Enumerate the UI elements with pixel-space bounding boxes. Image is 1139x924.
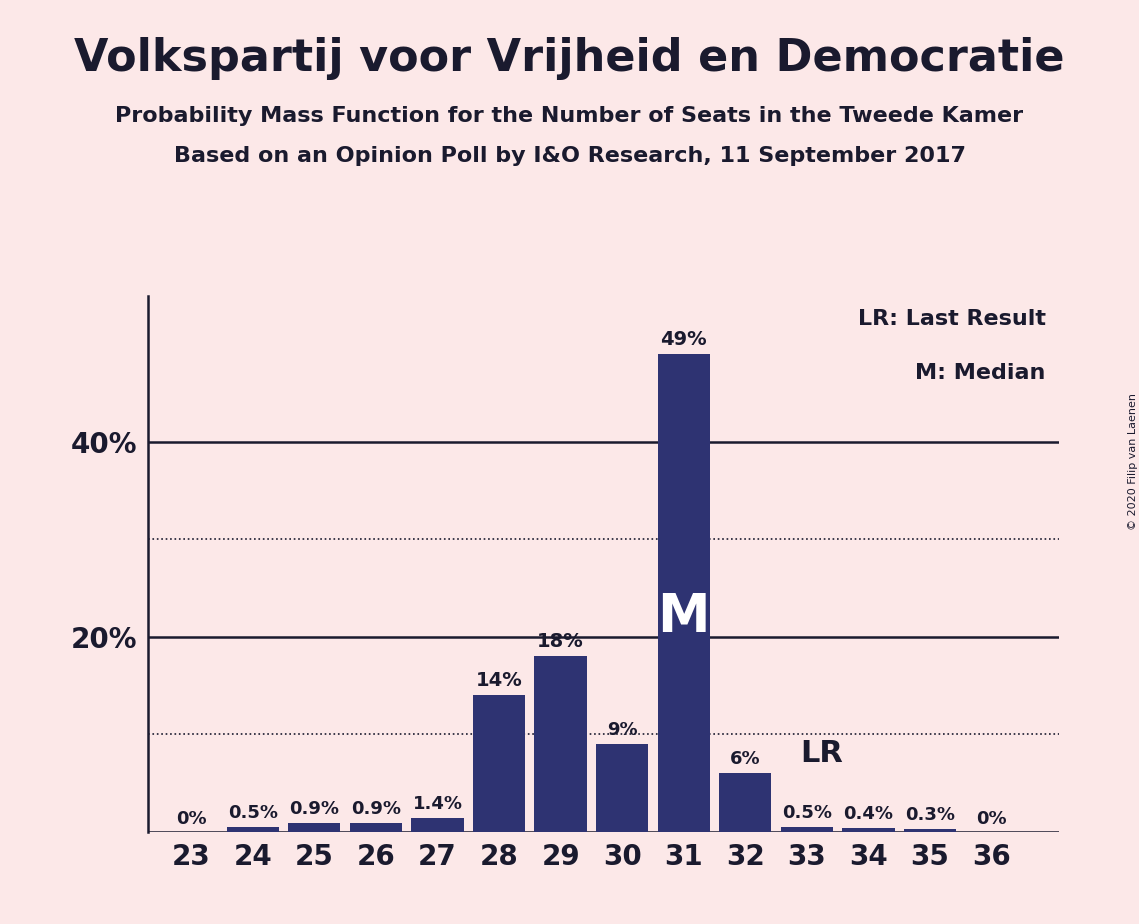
Text: © 2020 Filip van Laenen: © 2020 Filip van Laenen [1129, 394, 1138, 530]
Bar [596, 744, 648, 832]
Text: 14%: 14% [476, 672, 523, 690]
Text: 18%: 18% [538, 632, 584, 651]
Text: 0.5%: 0.5% [781, 804, 831, 821]
Text: 1.4%: 1.4% [412, 795, 462, 813]
Text: 49%: 49% [661, 330, 707, 349]
Text: M: Median: M: Median [916, 363, 1046, 383]
Bar [288, 823, 341, 832]
Text: Volkspartij voor Vrijheid en Democratie: Volkspartij voor Vrijheid en Democratie [74, 37, 1065, 80]
Text: Probability Mass Function for the Number of Seats in the Tweede Kamer: Probability Mass Function for the Number… [115, 106, 1024, 127]
Bar [842, 828, 894, 832]
Bar [534, 656, 587, 832]
Bar [473, 695, 525, 832]
Text: LR: LR [801, 739, 844, 768]
Bar [227, 827, 279, 832]
Text: 0.9%: 0.9% [289, 800, 339, 818]
Text: 0.3%: 0.3% [906, 806, 954, 824]
Text: 6%: 6% [730, 750, 761, 768]
Bar [780, 827, 833, 832]
Text: Based on an Opinion Poll by I&O Research, 11 September 2017: Based on an Opinion Poll by I&O Research… [173, 146, 966, 166]
Bar [904, 829, 956, 832]
Text: 0.9%: 0.9% [351, 800, 401, 818]
Text: 0%: 0% [175, 809, 206, 828]
Text: LR: Last Result: LR: Last Result [858, 310, 1046, 329]
Bar [719, 773, 771, 832]
Text: M: M [657, 590, 710, 643]
Text: 9%: 9% [607, 721, 638, 739]
Bar [350, 823, 402, 832]
Bar [657, 354, 710, 832]
Text: 0%: 0% [976, 809, 1007, 828]
Text: 0.5%: 0.5% [228, 804, 278, 821]
Bar [411, 818, 464, 832]
Text: 0.4%: 0.4% [843, 805, 893, 823]
